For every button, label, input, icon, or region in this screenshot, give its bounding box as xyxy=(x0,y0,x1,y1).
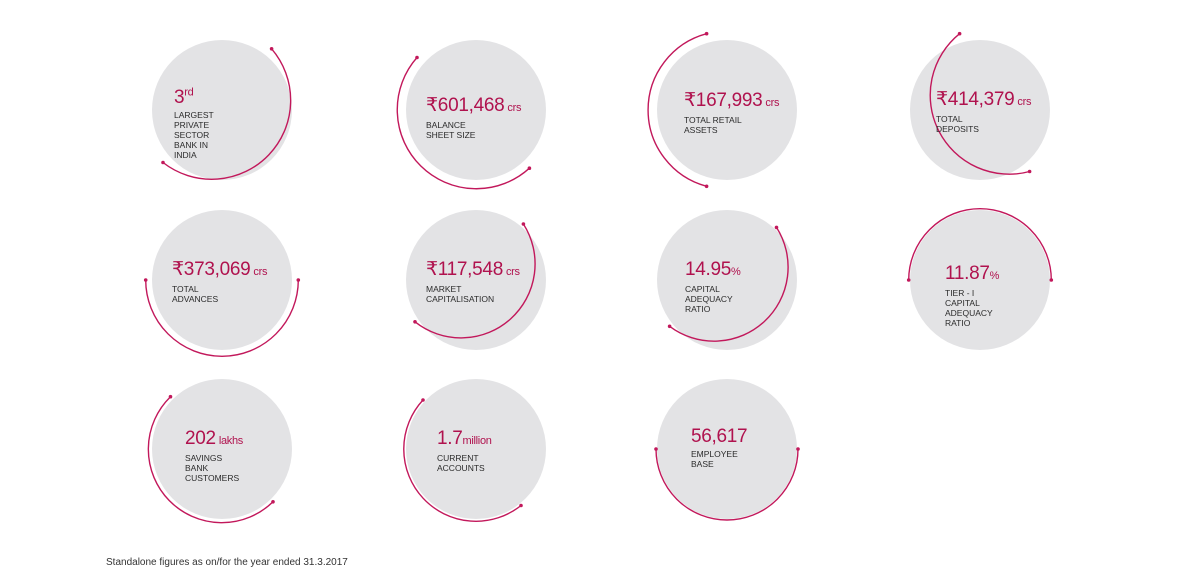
stat-circle xyxy=(152,210,292,350)
stat-value: 14.95% xyxy=(685,259,741,280)
stat-circle xyxy=(406,379,546,519)
stat-circle xyxy=(657,210,797,350)
stat-label: TOTAL ADVANCES xyxy=(172,284,219,304)
arc-decoration xyxy=(147,394,275,524)
arc-decoration xyxy=(929,31,1032,175)
arc-decoration xyxy=(906,208,1054,282)
stat-label: CURRENT ACCOUNTS xyxy=(437,453,485,473)
stat-circle xyxy=(910,210,1050,350)
arc-decoration xyxy=(647,31,709,189)
arc-decoration xyxy=(413,222,536,339)
stat-label: CAPITAL ADEQUACY RATIO xyxy=(685,284,733,314)
stat-circle xyxy=(657,40,797,180)
stat-label: BALANCE SHEET SIZE xyxy=(426,120,476,140)
stat-circle xyxy=(152,379,292,519)
arc-decoration xyxy=(161,47,292,180)
stat-circle xyxy=(152,40,292,180)
stat-value: 1.7million xyxy=(437,428,492,449)
stat-value: ₹601,468 crs xyxy=(426,95,522,116)
stat-circle xyxy=(406,210,546,350)
stat-value: ₹414,379 crs xyxy=(936,89,1032,110)
arc-decoration xyxy=(396,55,532,190)
footnote: Standalone figures as on/for the year en… xyxy=(106,557,348,568)
arc-decoration xyxy=(403,398,523,522)
stat-label: TOTAL DEPOSITS xyxy=(936,114,979,134)
stat-label: SAVINGS BANK CUSTOMERS xyxy=(185,453,240,483)
stat-label: MARKET CAPITALISATION xyxy=(426,284,495,304)
stat-circle xyxy=(406,40,546,180)
stat-value: ₹117,548 crs xyxy=(426,259,520,280)
stat-value: 11.87% xyxy=(945,263,1000,284)
arc-decoration xyxy=(667,225,789,342)
stat-circle xyxy=(910,40,1050,180)
stat-label: EMPLOYEE BASE xyxy=(691,449,738,469)
arc-decoration xyxy=(654,447,800,521)
stat-value: 202 lakhs xyxy=(185,428,243,449)
stat-value: 56,617 xyxy=(691,426,748,447)
stat-label: LARGEST PRIVATE SECTOR BANK IN INDIA xyxy=(174,110,214,160)
stat-value: ₹373,069 crs xyxy=(172,259,268,280)
stat-label: TOTAL RETAIL ASSETS xyxy=(684,115,742,135)
stat-circle xyxy=(657,379,797,519)
stat-label: TIER - I CAPITAL ADEQUACY RATIO xyxy=(945,288,993,328)
stat-value: 3rd xyxy=(174,86,194,108)
stat-value: ₹167,993 crs xyxy=(684,90,780,111)
arc-decoration xyxy=(143,278,301,357)
